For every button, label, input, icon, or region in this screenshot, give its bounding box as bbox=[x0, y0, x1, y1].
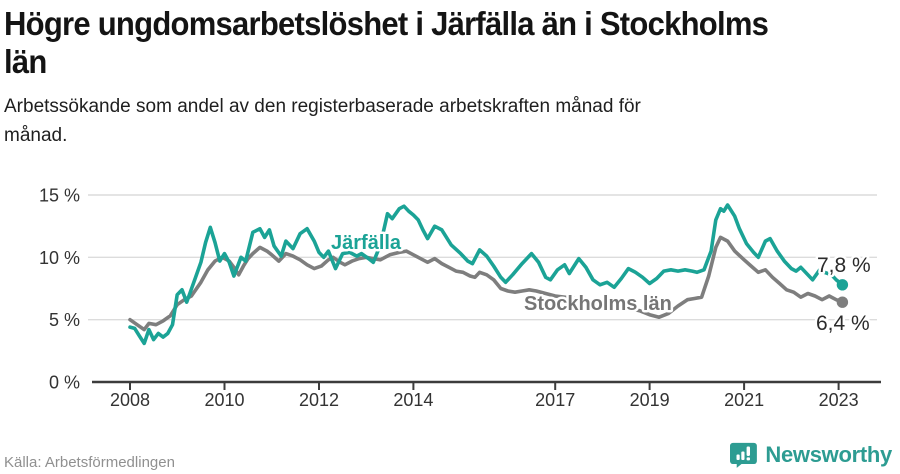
bar-2 bbox=[741, 451, 745, 460]
x-tick-label-2021: 2021 bbox=[724, 390, 764, 410]
stockholm-end-value: 6,4 % bbox=[816, 312, 870, 335]
stockholm-line bbox=[128, 235, 845, 332]
x-tick-label-2008: 2008 bbox=[110, 390, 150, 410]
series-lines bbox=[128, 203, 845, 346]
x-tick-label-2012: 2012 bbox=[299, 390, 339, 410]
gridlines: 0 % 5 % 10 % 15 % bbox=[39, 186, 877, 393]
brand-name: Newsworthy bbox=[765, 442, 892, 467]
y-tick-label-10: 10 % bbox=[39, 248, 80, 268]
jarfalla-line bbox=[128, 203, 845, 346]
title-line-1: Högre ungdomsarbetslöshet i Järfälla än … bbox=[4, 5, 769, 42]
x-tick-label-2010: 2010 bbox=[204, 390, 244, 410]
y-tick-label-15: 15 % bbox=[39, 186, 80, 206]
x-tick-label-2023: 2023 bbox=[819, 390, 859, 410]
y-tick-label-0: 0 % bbox=[49, 373, 80, 393]
x-tick-label-2019: 2019 bbox=[630, 390, 670, 410]
subtitle-line-2: månad. bbox=[4, 125, 68, 146]
brand-logo: Newsworthy bbox=[730, 441, 892, 469]
jarfalla-end-dot bbox=[836, 279, 849, 291]
bar-1 bbox=[736, 454, 741, 460]
stockholm-end-dot bbox=[836, 296, 849, 308]
excl-line bbox=[747, 446, 751, 456]
jarfalla-series-label: Järfälla bbox=[331, 232, 402, 254]
title-line-2: län bbox=[4, 43, 47, 80]
stockholm-series-label: Stockholms län bbox=[524, 293, 672, 315]
x-axis: 2008 2010 2012 2014 2017 2019 2021 2023 bbox=[92, 380, 881, 410]
y-tick-label-5: 5 % bbox=[49, 310, 80, 330]
newsworthy-icon bbox=[730, 442, 758, 468]
source-note: Källa: Arbetsförmedlingen bbox=[4, 454, 175, 471]
x-tick-label-2014: 2014 bbox=[393, 390, 433, 410]
subtitle-line-1: Arbetssökande som andel av den registerb… bbox=[4, 96, 641, 117]
page-title: Högre ungdomsarbetslöshet i Järfälla än … bbox=[4, 5, 898, 81]
excl-dot bbox=[747, 457, 751, 461]
chart-subtitle: Arbetssökande som andel av den registerb… bbox=[4, 92, 884, 150]
line-chart: 0 %5 %10 %15 % 2008 2010 2012 2014 2017 2019 2… bbox=[39, 186, 881, 410]
jarfalla-end-value: 7,8 % bbox=[817, 254, 871, 277]
x-tick-label-2017: 2017 bbox=[535, 390, 575, 410]
